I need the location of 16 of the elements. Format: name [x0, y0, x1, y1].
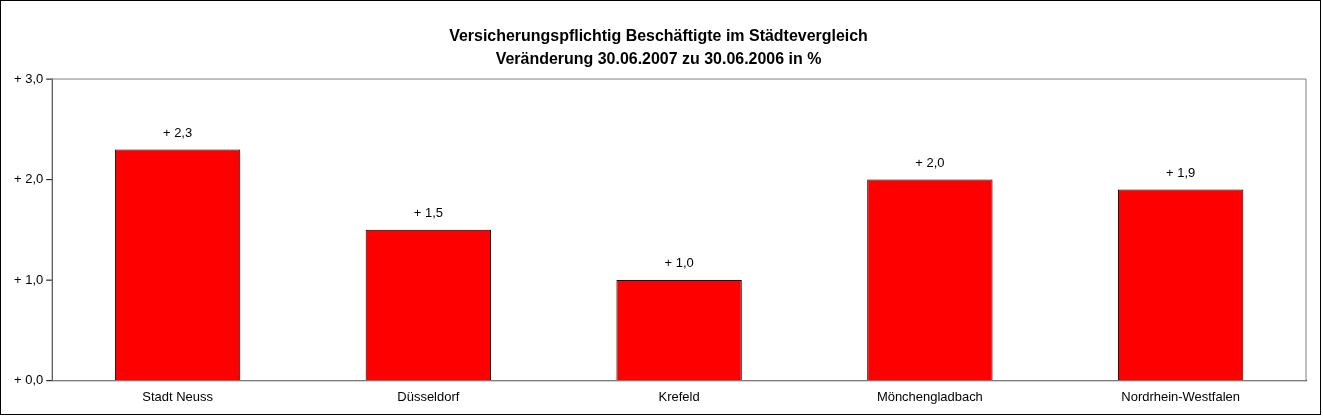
chart-subtitle: Veränderung 30.06.2007 zu 30.06.2006 in %: [495, 49, 822, 67]
x-tick-label: Stadt Neuss: [142, 388, 213, 404]
x-tick-label: Düsseldorf: [397, 388, 460, 404]
data-label: + 2,3: [162, 124, 193, 140]
x-tick-label: Krefeld: [658, 388, 700, 404]
data-label: + 1,5: [413, 204, 443, 220]
data-label: + 2,0: [915, 154, 945, 170]
x-tick-label: Mönchengladbach: [876, 388, 983, 404]
data-label: + 1,0: [664, 255, 694, 271]
y-tick-label: + 2,0: [14, 171, 44, 187]
data-label: + 1,9: [1166, 164, 1196, 180]
chart-title: Versicherungspflichtig Beschäftigte im Städtevergleich: [449, 26, 868, 44]
y-tick-label: + 3,0: [14, 70, 44, 86]
y-tick-label: + 1,0: [14, 271, 44, 287]
x-tick-label: Nordrhein-Westfalen: [1121, 388, 1240, 404]
y-tick-label: + 0,0: [14, 372, 44, 388]
